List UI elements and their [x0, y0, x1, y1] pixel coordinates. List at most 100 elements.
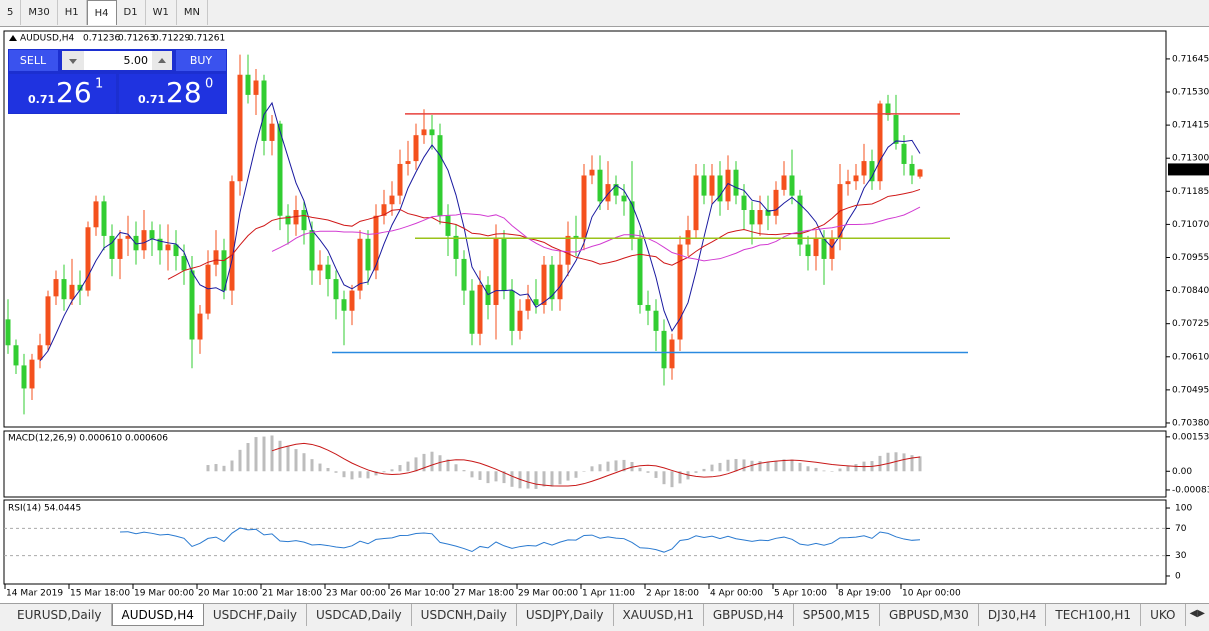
- macd-bar: [718, 462, 722, 472]
- chart: 0.716450.715300.714150.713000.711850.710…: [0, 27, 1209, 603]
- timeframe-button[interactable]: W1: [146, 0, 177, 25]
- y-tick-label: 0.70955: [1172, 253, 1209, 263]
- chart-tab[interactable]: EURUSD,Daily: [8, 604, 112, 626]
- chart-tab[interactable]: USDJPY,Daily: [517, 604, 614, 626]
- y-tick-label: 0.71530: [1172, 88, 1209, 98]
- price-tag-label: 0.71261: [1172, 165, 1209, 175]
- chart-tab[interactable]: SP500,M15: [794, 604, 880, 626]
- timeframe-button[interactable]: H1: [58, 0, 87, 25]
- lots-input[interactable]: [84, 51, 152, 70]
- candle-body: [373, 215, 379, 271]
- chart-tab[interactable]: USDCHF,Daily: [204, 604, 308, 626]
- candle-body: [781, 175, 787, 190]
- macd-tick-label: 0.00: [1172, 467, 1192, 477]
- macd-bar: [710, 464, 714, 472]
- candle-body: [869, 161, 875, 182]
- bid-point: 1: [95, 77, 103, 92]
- timeframe-button[interactable]: MN: [177, 0, 208, 25]
- candle-body: [525, 299, 531, 311]
- macd-bar: [326, 468, 330, 472]
- candle-body: [725, 169, 731, 202]
- candle-body: [445, 215, 451, 236]
- candle-body: [5, 319, 11, 346]
- macd-bar: [838, 468, 842, 472]
- candle-body: [621, 195, 627, 202]
- chart-tab[interactable]: UKO: [1141, 604, 1186, 626]
- chart-tab[interactable]: GBPUSD,M30: [880, 604, 979, 626]
- macd-bar: [374, 471, 378, 476]
- candle-body: [877, 103, 883, 182]
- chart-tab[interactable]: TECH100,H1: [1046, 604, 1142, 626]
- candle-body: [261, 80, 267, 141]
- candle-body: [773, 189, 779, 216]
- macd-bar: [510, 471, 514, 487]
- timeframe-button[interactable]: D1: [117, 0, 146, 25]
- header-close: 0.71261: [188, 34, 225, 44]
- candle-body: [477, 284, 483, 334]
- macd-bar: [246, 443, 250, 472]
- ask-box[interactable]: [119, 74, 226, 113]
- macd-bar: [854, 464, 858, 472]
- macd-bar: [750, 460, 754, 472]
- rsi-line: [119, 527, 921, 553]
- macd-bar: [806, 466, 810, 472]
- chart-tab[interactable]: USDCNH,Daily: [412, 604, 517, 626]
- chart-tab[interactable]: DJ30,H4: [979, 604, 1047, 626]
- lots-up-arrow: [158, 58, 166, 63]
- chart-tab[interactable]: USDCAD,Daily: [307, 604, 412, 626]
- macd-bar: [790, 459, 794, 472]
- bid-box[interactable]: [9, 74, 116, 113]
- macd-bar: [390, 469, 394, 472]
- candle-body: [189, 270, 195, 340]
- chart-tab[interactable]: AUDUSD,H4: [111, 604, 204, 626]
- candle-body: [101, 201, 107, 236]
- candle-body: [853, 175, 859, 182]
- macd-bar: [350, 471, 354, 480]
- macd-bar: [238, 449, 242, 472]
- macd-bar: [622, 459, 626, 472]
- macd-bar: [662, 471, 666, 485]
- ask-point: 0: [205, 77, 213, 92]
- macd-bar: [614, 460, 618, 472]
- macd-bar: [758, 461, 762, 472]
- candle-body: [85, 227, 91, 291]
- timeframe-button[interactable]: 5: [0, 0, 22, 25]
- macd-bar: [878, 455, 882, 472]
- candle-body: [581, 175, 587, 239]
- macd-bar: [910, 455, 914, 472]
- chart-header: AUDUSD,H4 0.71236 0.71263 0.71229 0.7126…: [9, 34, 225, 44]
- chart-tab[interactable]: GBPUSD,H4: [704, 604, 794, 626]
- buy-label: BUY: [190, 54, 213, 67]
- tab-scroll[interactable]: ◀▶: [1189, 608, 1205, 619]
- macd-bar: [478, 471, 482, 480]
- candle-body: [37, 345, 43, 360]
- macd-bar: [302, 453, 306, 472]
- candle-body: [765, 210, 771, 216]
- buy-button[interactable]: [176, 50, 226, 71]
- header-arrow: [9, 35, 17, 41]
- rsi-tick-label: 30: [1175, 551, 1187, 561]
- candle-body: [269, 123, 275, 141]
- macd-bar: [270, 435, 274, 472]
- candle-body: [13, 345, 19, 366]
- macd-bar: [630, 461, 634, 472]
- macd-bar: [214, 464, 218, 472]
- timeframe-button[interactable]: M30: [21, 0, 58, 25]
- macd-bar: [406, 461, 410, 472]
- candle-body: [213, 250, 219, 265]
- chart-tabs: EURUSD,Daily AUDUSD,H4 USDCHF,Daily USDCAD,…: [0, 603, 1209, 631]
- candle-body: [437, 135, 443, 216]
- candle-body: [749, 210, 755, 225]
- candle-body: [501, 238, 507, 291]
- candle-body: [565, 235, 571, 265]
- candle-body: [165, 244, 171, 251]
- timeframe-button[interactable]: H4: [86, 0, 117, 25]
- candle-body: [413, 135, 419, 162]
- sell-button[interactable]: [9, 50, 58, 71]
- y-tick-label: 0.70840: [1172, 286, 1209, 296]
- macd-bar: [262, 436, 266, 472]
- chart-tab[interactable]: XAUUSD,H1: [614, 604, 704, 626]
- y-tick-label: 0.71070: [1172, 220, 1209, 230]
- y-tick-label: 0.70610: [1172, 352, 1209, 362]
- macd-bar: [774, 460, 778, 472]
